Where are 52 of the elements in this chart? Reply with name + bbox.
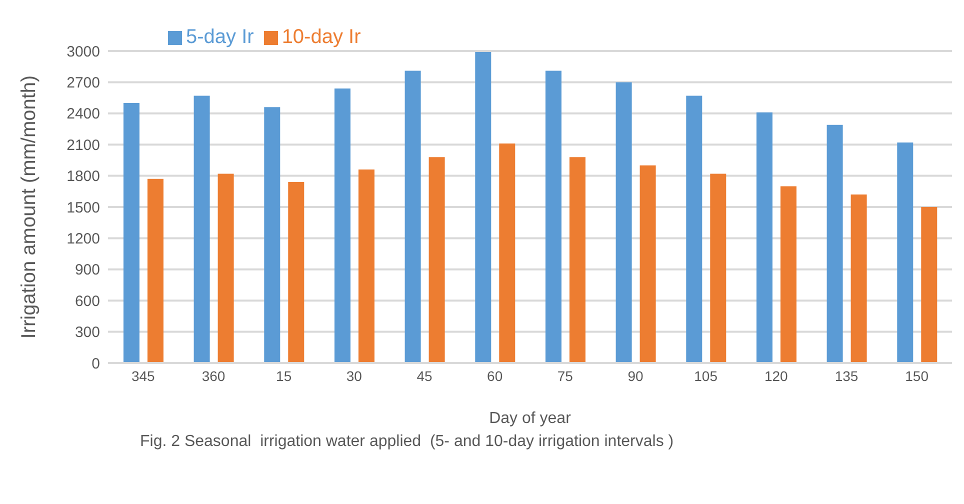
- y-tick-label: 1500: [66, 199, 100, 216]
- x-tick-label: 90: [628, 368, 644, 384]
- bar: [288, 182, 304, 363]
- legend-label: 5-day Ir: [186, 26, 254, 48]
- bar: [640, 165, 656, 363]
- bar: [499, 144, 516, 363]
- x-tick-label: 150: [905, 368, 929, 384]
- x-tick-label: 60: [487, 368, 503, 384]
- x-tick-label: 135: [834, 368, 858, 384]
- bar: [780, 186, 796, 363]
- x-tick-label: 75: [557, 368, 574, 384]
- bar: [428, 157, 445, 363]
- caption: Fig. 2 Seasonal irrigation water applied (5- and 10-day irrigation intervals ): [140, 433, 675, 451]
- y-tick-label: 900: [74, 262, 100, 279]
- x-tick-label: 105: [694, 368, 718, 384]
- bar: [358, 170, 374, 363]
- bar: [475, 52, 492, 363]
- y-tick-label: 2700: [66, 74, 100, 92]
- bar: [123, 103, 140, 363]
- bar: [404, 70, 421, 363]
- bar: [218, 174, 234, 363]
- y-tick-label: 2100: [66, 136, 100, 154]
- bar: [850, 194, 867, 363]
- y-tick-label: 0: [92, 355, 100, 372]
- bar: [147, 178, 164, 363]
- x-tick-label: 360: [202, 368, 226, 384]
- x-tick-label: 45: [416, 368, 432, 384]
- bar: [334, 88, 350, 363]
- bar: [897, 142, 914, 363]
- bar: [194, 96, 210, 363]
- bar: [264, 107, 280, 363]
- x-tick-label: 30: [346, 368, 362, 384]
- bar: [545, 70, 562, 363]
- y-axis-title: Irrigation amount (mm/month): [18, 75, 40, 339]
- bar: [569, 157, 586, 363]
- y-tick-label: 1200: [66, 230, 100, 248]
- bar: [616, 82, 632, 363]
- bar: [756, 112, 772, 363]
- bar: [710, 174, 726, 363]
- legend-label: 10-day Ir: [282, 26, 361, 48]
- x-tick-label: 120: [764, 368, 788, 384]
- bar: [826, 124, 843, 363]
- bar: [686, 96, 702, 363]
- y-tick-label: 3000: [66, 43, 100, 60]
- x-axis-title: Day of year: [489, 410, 572, 427]
- bar: [921, 207, 938, 363]
- y-tick-label: 2400: [66, 106, 100, 123]
- x-tick-label: 345: [131, 368, 156, 384]
- y-tick-label: 300: [74, 324, 100, 342]
- y-tick-label: 600: [74, 292, 100, 310]
- y-tick-label: 1800: [66, 168, 100, 186]
- x-tick-label: 15: [276, 368, 292, 384]
